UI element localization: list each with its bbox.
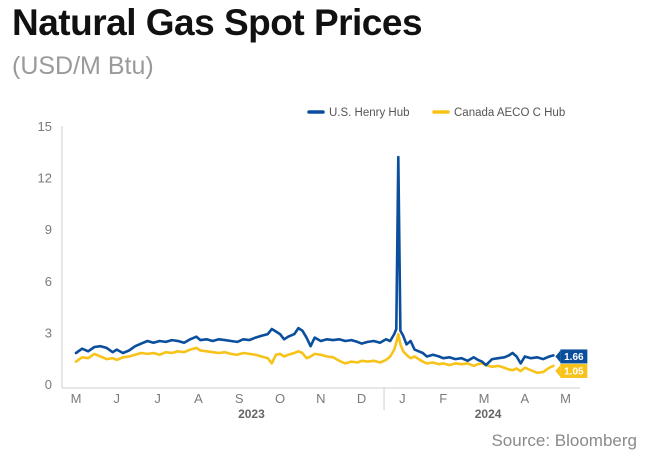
x-tick-label: A xyxy=(194,391,203,406)
chart-axes: 0 3 6 9 12 15 M J J A S O N D J F M A M 2023 2024 xyxy=(38,119,580,421)
end-value-label: 1.05 xyxy=(564,366,584,377)
x-year-label: 2024 xyxy=(475,407,502,421)
x-tick-label: M xyxy=(71,391,82,406)
end-badge-henry-hub xyxy=(560,349,588,364)
x-tick-label: M xyxy=(479,391,490,406)
x-tick-label: N xyxy=(316,391,325,406)
x-tick-label: J xyxy=(114,391,121,406)
chart-legend: U.S. Henry Hub Canada AECO C Hub xyxy=(307,107,565,119)
legend-label: Canada AECO C Hub xyxy=(454,107,565,119)
legend-label: U.S. Henry Hub xyxy=(329,107,410,119)
y-tick-label: 6 xyxy=(45,274,52,289)
end-value-label: 1.66 xyxy=(564,352,584,363)
chart-subtitle: (USD/M Btu) xyxy=(12,52,154,80)
x-tick-label: J xyxy=(399,391,406,406)
y-tick-label: 3 xyxy=(45,325,52,340)
x-tick-label: O xyxy=(275,391,285,406)
y-tick-label: 0 xyxy=(45,377,52,392)
end-value-badges: 1.66 1.05 xyxy=(555,349,588,378)
x-tick-label: D xyxy=(357,391,366,406)
chart-series xyxy=(74,155,555,375)
end-badge-aeco-c-hub xyxy=(560,363,588,378)
x-tick-label: S xyxy=(235,391,244,406)
source-note: Source: Bloomberg xyxy=(491,431,637,450)
y-tick-label: 9 xyxy=(45,222,52,237)
x-tick-label: F xyxy=(439,391,447,406)
x-tick-label: M xyxy=(560,391,571,406)
y-tick-label: 12 xyxy=(38,171,52,186)
x-year-label: 2023 xyxy=(238,407,265,421)
end-badge-pointer xyxy=(555,350,561,363)
series-line-aeco-c-hub xyxy=(74,332,555,375)
x-tick-label: J xyxy=(154,391,161,406)
y-tick-label: 15 xyxy=(38,119,52,134)
end-badge-pointer xyxy=(555,364,561,377)
x-tick-label: A xyxy=(520,391,529,406)
chart-title: Natural Gas Spot Prices xyxy=(12,2,423,43)
series-line-henry-hub xyxy=(74,155,555,367)
